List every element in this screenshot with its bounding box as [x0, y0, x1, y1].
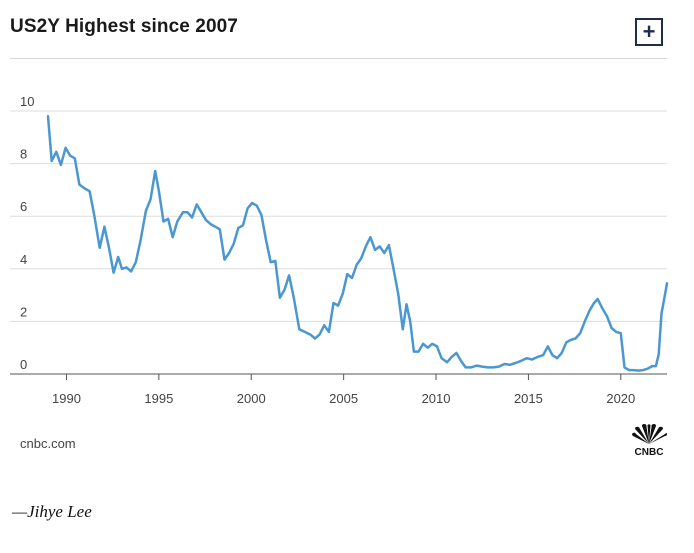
- y-tick-label: 2: [20, 304, 27, 319]
- y-tick-label: 0: [20, 357, 27, 372]
- x-tick-label: 2000: [237, 391, 266, 406]
- logo-text: CNBC: [635, 447, 664, 456]
- header-divider: [10, 58, 667, 59]
- byline: —Jihye Lee: [12, 502, 92, 521]
- x-tick-label: 2010: [422, 391, 451, 406]
- x-tick-label: 2020: [606, 391, 635, 406]
- cnbc-peacock-logo[interactable]: CNBC: [626, 424, 672, 456]
- y-tick-label: 4: [20, 252, 27, 267]
- y-tick-label: 8: [20, 147, 27, 162]
- series-layer: [46, 115, 669, 372]
- series-line-0: [46, 115, 669, 372]
- gridlines: [10, 110, 667, 375]
- x-axis-ticks: 1990 1995 2000 2005 2010 2015 2020: [52, 374, 635, 406]
- y-tick-label: 10: [20, 94, 34, 109]
- expand-button[interactable]: +: [635, 18, 663, 46]
- chart-title: US2Y Highest since 2007: [10, 16, 238, 37]
- y-axis-ticks: 0 2 4 6 8 10: [20, 94, 34, 372]
- y-tick-label: 6: [20, 199, 27, 214]
- source-label: cnbc.com: [20, 436, 76, 451]
- x-tick-label: 2005: [329, 391, 358, 406]
- x-tick-label: 2015: [514, 391, 543, 406]
- x-tick-label: 1990: [52, 391, 81, 406]
- x-tick-label: 1995: [144, 391, 173, 406]
